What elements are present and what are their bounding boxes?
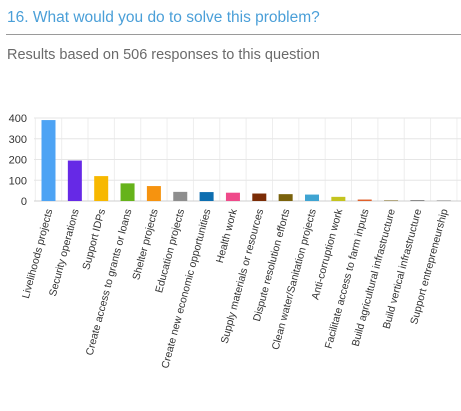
bar [67,160,82,201]
title-divider [6,34,461,35]
x-tick-label: Support IDPs [80,208,108,271]
y-axis: 0 100 200 300 400 [9,113,27,208]
response-summary: Results based on 506 responses to this q… [7,47,320,63]
y-tick-label: 100 [9,175,27,187]
x-tick-label: Create new economic opportunities [159,208,213,370]
bar [252,193,267,201]
bar [357,199,372,201]
bar [331,196,346,201]
bar [278,194,293,201]
bar [305,194,319,201]
x-tick-label: Health work [214,207,240,264]
bar-series [41,120,451,201]
bar [41,120,56,201]
bar [436,200,451,201]
y-tick-label: 400 [9,113,27,125]
bar [120,183,135,201]
bar [384,200,399,201]
bar [410,200,425,201]
question-title: 16. What would you do to solve this prob… [7,9,320,26]
y-tick-label: 0 [21,196,27,208]
bar [173,191,188,201]
bar [225,192,240,201]
bar [199,192,214,201]
bar [146,186,161,201]
bar [94,176,109,201]
x-tick-label: Shelter projects [130,208,160,282]
y-tick-label: 300 [9,134,27,146]
y-tick-label: 200 [9,155,27,167]
